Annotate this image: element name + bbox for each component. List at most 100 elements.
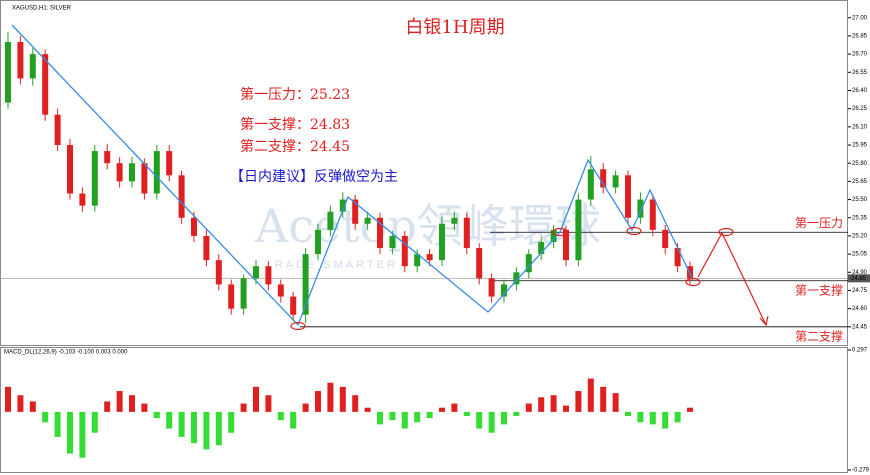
level-label: 第二支撑 <box>795 328 843 343</box>
candle-body <box>364 217 371 224</box>
macd-bar <box>215 411 222 446</box>
macd-bar <box>240 403 247 412</box>
candle-body <box>129 163 135 182</box>
candle-body <box>277 284 284 297</box>
y-tick-label: 26.25 <box>852 106 868 112</box>
macd-bar <box>649 411 656 425</box>
candle-body <box>550 229 557 242</box>
macd-bar <box>315 391 321 412</box>
candle-body <box>451 217 458 224</box>
y-tick-label: 25.05 <box>852 252 868 258</box>
macd-bar <box>389 411 396 421</box>
marker <box>685 277 701 287</box>
macd-bar <box>575 391 582 412</box>
macd-bar <box>501 411 507 425</box>
candle-body <box>153 151 160 194</box>
candle-body <box>439 223 445 261</box>
macd-bar <box>488 411 495 433</box>
candle-body <box>141 163 148 194</box>
candle-body <box>401 235 408 267</box>
candle-body <box>104 151 111 164</box>
trend-line <box>11 24 694 327</box>
candle-body <box>203 235 210 261</box>
macd-bar <box>67 411 73 454</box>
candle-body <box>352 199 359 224</box>
macd-bar <box>116 391 123 412</box>
candle-body <box>191 217 197 236</box>
macd-bar <box>563 405 569 412</box>
candle-body <box>290 296 297 315</box>
macd-bar <box>451 403 458 412</box>
candle-body <box>54 114 61 146</box>
macd-bar <box>662 411 669 429</box>
candle-body <box>674 248 681 267</box>
macd-bar <box>513 411 520 417</box>
macd-bar <box>290 411 297 429</box>
candle-body <box>637 199 644 218</box>
macd-panel <box>0 347 848 473</box>
candle-body <box>501 284 507 297</box>
candle-body <box>377 217 383 249</box>
candle-body <box>91 151 98 206</box>
macd-bar <box>178 411 185 437</box>
level-label: 第一支撑 <box>795 282 843 297</box>
macd-bar <box>5 386 11 412</box>
candle-body <box>563 229 569 261</box>
candle-body <box>327 211 334 230</box>
macd-bar <box>364 407 371 412</box>
markers <box>290 226 769 331</box>
candle-body <box>488 278 495 297</box>
macd-bar <box>166 411 173 429</box>
candle-body <box>240 278 247 309</box>
candle-body <box>525 254 532 273</box>
macd-bar <box>91 411 98 433</box>
arrow-head <box>759 315 769 327</box>
last-price-label: 24.85 <box>851 276 867 282</box>
candle-body <box>587 169 594 200</box>
candle-body <box>253 266 259 279</box>
y-tick-label: 26.10 <box>852 124 868 130</box>
macd-bar <box>674 411 681 423</box>
macd-bar <box>253 386 259 412</box>
macd-bar <box>191 411 197 444</box>
candle-body <box>29 54 36 79</box>
candle-body <box>463 217 470 249</box>
candle-body <box>315 229 321 255</box>
level-label: 第一压力 <box>795 216 843 230</box>
forecast-arrow <box>697 231 767 326</box>
macd-bar <box>612 393 619 412</box>
candle-body <box>215 260 222 285</box>
y-tick-label: 25.65 <box>852 179 868 185</box>
candle-body <box>302 254 309 315</box>
macd-bar <box>439 407 445 412</box>
macd-bar <box>463 411 470 417</box>
macd-bar <box>339 386 346 412</box>
macd-bar <box>265 395 272 412</box>
macd-bar <box>79 411 86 458</box>
y-tick-label: 25.20 <box>852 233 868 239</box>
macd-bar <box>377 411 383 425</box>
macd-bar <box>42 411 49 423</box>
macd-bar <box>600 386 607 412</box>
macd-tick-label: 0.297 <box>852 348 868 354</box>
y-tick-label: 25.95 <box>852 143 868 149</box>
macd-bar <box>352 395 359 412</box>
y-tick-label: 26.85 <box>852 34 868 40</box>
marker <box>626 226 642 236</box>
macd-bar <box>327 382 334 412</box>
candle-body <box>339 199 346 212</box>
macd-bar <box>401 411 408 429</box>
macd-bar <box>538 397 545 412</box>
y-tick-label: 24.75 <box>852 288 868 294</box>
macd-bar <box>476 411 483 429</box>
annotation: 第一支撑：24.83 <box>240 116 350 133</box>
macd-bar <box>302 403 309 412</box>
y-tick-label: 26.55 <box>852 70 868 76</box>
candle-body <box>178 175 185 218</box>
candle-body <box>42 54 49 115</box>
macd-bar <box>104 401 111 412</box>
y-tick-label: 27.00 <box>852 15 868 21</box>
candle-body <box>79 193 86 206</box>
candle-body <box>414 254 421 267</box>
macd-bar <box>637 411 644 423</box>
